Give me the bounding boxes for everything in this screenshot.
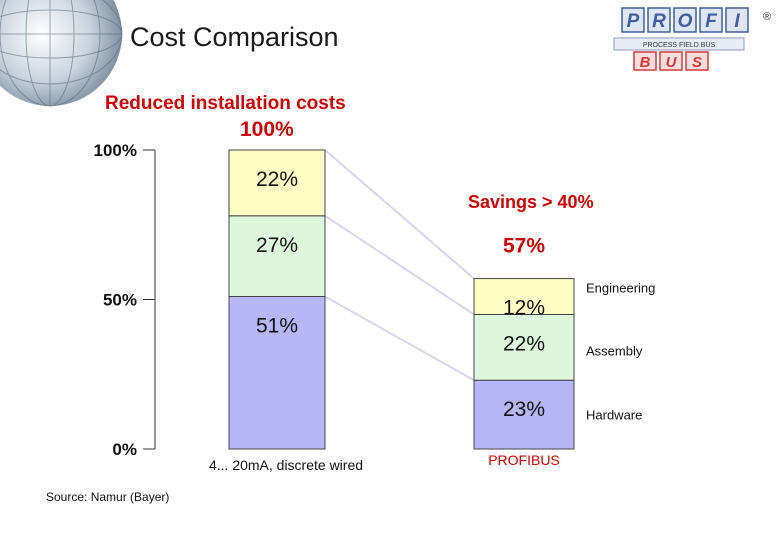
logo-letter-box <box>621 7 645 33</box>
bar-segment-assembly <box>473 313 575 381</box>
legend-label-hardware: Hardware <box>586 408 642 423</box>
y-tick-label: 100% <box>94 141 137 160</box>
registered-mark: ® <box>763 11 771 23</box>
bar-segment-engineering <box>228 149 326 217</box>
bar-segment-engineering <box>473 278 575 315</box>
logo-letter-box <box>633 51 657 71</box>
logo-tagline: PROCESS FIELD BUS <box>643 42 716 49</box>
savings-annotation: Savings > 40% <box>468 192 594 212</box>
logo-letter-box <box>685 51 709 71</box>
logo-letter: B <box>640 54 651 71</box>
bar-segment-hardware <box>228 296 326 450</box>
bar-value-label: 27% <box>256 234 298 257</box>
chart-title: Reduced installation costs <box>105 93 346 114</box>
logo-letter: O <box>678 11 693 32</box>
bar-segment-hardware <box>473 379 575 450</box>
globe-graphic <box>0 0 123 107</box>
logo-letter-box <box>699 7 723 33</box>
x-category-label: PROFIBUS <box>488 452 560 468</box>
logo-letter: F <box>705 11 718 32</box>
logo-letter: S <box>692 54 702 71</box>
logo-letter-box <box>725 7 749 33</box>
y-tick-label: 0% <box>112 440 137 459</box>
logo-letter-box <box>673 7 697 33</box>
total-label-category-2: 57% <box>503 235 545 258</box>
bar-value-label: 12% <box>503 297 545 320</box>
x-category-label: 4... 20mA, discrete wired <box>209 457 363 473</box>
y-tick-label: 50% <box>103 291 137 310</box>
legend-label-assembly: Assembly <box>586 343 643 358</box>
bar-value-label: 23% <box>503 398 545 421</box>
connector-line <box>324 295 475 382</box>
logo-letter: P <box>627 11 640 32</box>
logo-letter-box <box>647 7 671 33</box>
source-note: Source: Namur (Bayer) <box>46 490 170 504</box>
bar-value-label: 22% <box>503 332 545 355</box>
logo-letter: I <box>734 11 740 32</box>
slide-title: Cost Comparison <box>130 22 339 52</box>
logo-letter: U <box>666 54 678 71</box>
bar-segment-assembly <box>228 215 326 298</box>
logo-letter-box <box>659 51 683 71</box>
total-label-category-1: 100% <box>240 118 294 141</box>
bar-value-label: 22% <box>256 168 298 191</box>
connector-line <box>324 149 475 280</box>
legend-label-engineering: Engineering <box>586 281 655 296</box>
logo-letter: R <box>652 11 666 32</box>
connector-line <box>324 214 475 316</box>
bar-value-label: 51% <box>256 315 298 338</box>
